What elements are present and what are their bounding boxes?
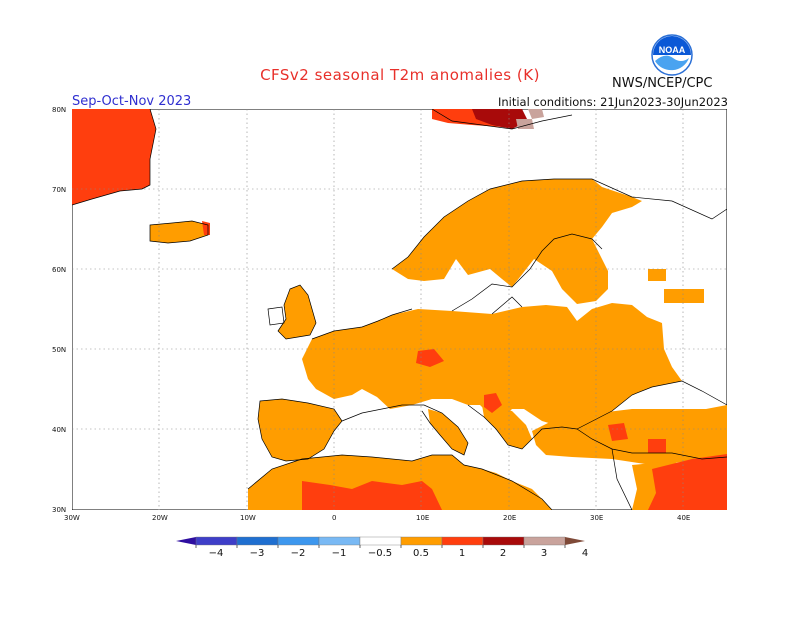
legend-label: −4 (208, 548, 224, 559)
anomaly-areas-darkred (472, 109, 528, 129)
lon-label: 20E (503, 514, 517, 522)
anomaly-areas-orange (150, 179, 727, 510)
legend-swatch (441, 536, 484, 546)
lat-label: 70N (52, 186, 67, 194)
forecast-period: Sep-Oct-Nov 2023 (72, 94, 192, 109)
legend-arrow-low (176, 537, 196, 545)
map-title: CFSv2 seasonal T2m anomalies (K) (260, 66, 540, 84)
legend-label: −2 (290, 548, 306, 559)
lon-label: 40E (677, 514, 691, 522)
legend-label: −3 (249, 548, 265, 559)
legend-label: 1 (458, 548, 466, 559)
anomaly-map (72, 109, 727, 510)
coastlines (72, 109, 727, 510)
noaa-logo-icon: NOAA (651, 34, 693, 76)
lon-label: 20W (152, 514, 168, 522)
legend-label: −1 (331, 548, 347, 559)
legend-swatch (482, 536, 525, 546)
legend-swatch (400, 536, 443, 546)
legend-swatch (359, 536, 402, 546)
lon-label: 30W (64, 514, 80, 522)
legend-arrow-high (565, 537, 585, 545)
lat-label: 60N (52, 266, 67, 274)
graticule (72, 109, 727, 510)
agency-label: NWS/NCEP/CPC (612, 76, 713, 91)
legend-label: 2 (499, 548, 507, 559)
legend-swatch (236, 536, 279, 546)
legend-swatch (318, 536, 361, 546)
lon-label: 10E (416, 514, 430, 522)
lon-label: 0 (332, 514, 337, 522)
legend-label: 4 (581, 548, 589, 559)
lat-label: 50N (52, 346, 67, 354)
legend-label: 3 (540, 548, 548, 559)
legend-swatch (523, 536, 566, 546)
lat-label: 30N (52, 506, 67, 514)
legend-colorbar (176, 536, 585, 548)
svg-text:NOAA: NOAA (659, 45, 686, 55)
lat-label: 80N (52, 106, 67, 114)
legend-label: −0.5 (367, 548, 393, 559)
legend-label: 0.5 (413, 548, 429, 559)
legend-swatch (277, 536, 320, 546)
lat-label: 40N (52, 426, 67, 434)
lon-label: 30E (590, 514, 604, 522)
legend-swatch (195, 536, 238, 546)
initial-conditions: Initial conditions: 21Jun2023-30Jun2023 (497, 95, 728, 109)
lon-label: 10W (240, 514, 256, 522)
